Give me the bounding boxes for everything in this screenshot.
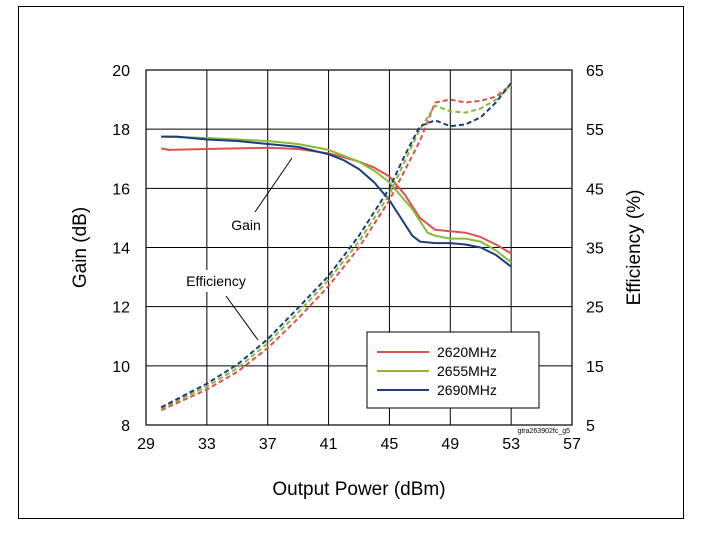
annotation-arrow-gain	[254, 157, 293, 213]
x-tick-label: 49	[441, 436, 459, 453]
y-tick-label: 10	[112, 359, 130, 376]
x-tick-label: 45	[381, 436, 399, 453]
y2-tick-label: 55	[586, 122, 604, 139]
legend-label-2620MHz: 2620MHz	[437, 344, 497, 360]
y-axis-label: Gain (dB)	[70, 207, 91, 288]
x-axis-label: Output Power (dBm)	[272, 479, 445, 500]
y2-tick-label: 5	[586, 418, 595, 435]
series-line-efficiency-2690MHz	[160, 82, 512, 409]
y2-tick-label: 15	[586, 359, 604, 376]
y2-tick-label: 35	[586, 241, 604, 258]
y-tick-label: 20	[112, 63, 130, 80]
x-tick-label: 33	[198, 436, 216, 453]
annotation-box-gain	[225, 214, 267, 236]
annotation-efficiency: Efficiency	[186, 273, 246, 289]
y-tick-label: 16	[112, 181, 130, 198]
y2-tick-label: 65	[586, 63, 604, 80]
y2-tick-label: 25	[586, 300, 604, 317]
y2-axis-label: Efficiency (%)	[624, 190, 645, 306]
annotation-gain: Gain	[231, 217, 261, 233]
annotation-box-efficiency	[176, 270, 256, 292]
legend-label-2690MHz: 2690MHz	[437, 382, 497, 398]
series-line-gain-2655MHz	[161, 135, 512, 264]
annotation-arrow-efficiency	[225, 295, 259, 341]
y-tick-label: 18	[112, 122, 130, 139]
y-tick-label: 12	[112, 300, 130, 317]
x-tick-label: 57	[563, 436, 581, 453]
y-tick-label: 14	[112, 241, 130, 258]
series-line-efficiency-2620MHz	[160, 84, 512, 412]
plot-border	[145, 69, 573, 426]
x-tick-label: 41	[320, 436, 338, 453]
x-tick-label: 29	[137, 436, 155, 453]
legend-label-2655MHz: 2655MHz	[437, 363, 497, 379]
x-tick-label: 53	[502, 436, 520, 453]
series-line-efficiency-2655MHz	[160, 84, 512, 410]
x-tick-label: 37	[259, 436, 277, 453]
y2-tick-label: 45	[586, 181, 604, 198]
series-line-gain-2620MHz	[161, 146, 512, 255]
figure-code: gtra263902fc_g5	[517, 428, 570, 435]
series-line-gain-2690MHz	[161, 135, 512, 268]
y-tick-label: 8	[121, 418, 130, 435]
